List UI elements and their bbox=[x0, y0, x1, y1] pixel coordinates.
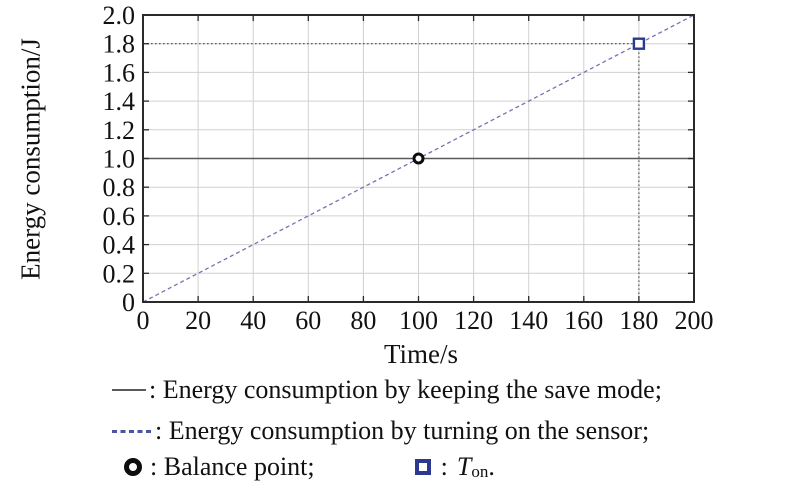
y-tick-label: 0.8 bbox=[103, 173, 136, 202]
x-tick-label: 80 bbox=[350, 306, 376, 335]
y-tick-label: 1.0 bbox=[103, 145, 136, 174]
x-axis-title: Time/s bbox=[383, 339, 459, 369]
x-tick-label: 160 bbox=[564, 306, 603, 335]
ton-point-marker bbox=[632, 37, 646, 50]
y-tick-label: 0 bbox=[122, 288, 135, 317]
y-tick-label: 1.2 bbox=[103, 116, 136, 145]
x-tick-label: 180 bbox=[619, 306, 658, 335]
plot-border bbox=[142, 14, 695, 303]
legend-label-sensor: : Energy consumption by turning on the s… bbox=[155, 416, 650, 445]
y-tick-label: 2.0 bbox=[103, 1, 136, 30]
x-tick-label: 200 bbox=[675, 306, 714, 335]
x-tick-label: 20 bbox=[185, 306, 211, 335]
legend-row-markers: : Balance point; : T on . bbox=[124, 452, 495, 482]
plot-area: 00.20.40.60.81.01.21.41.61.82.0 0 20 40 60 80… bbox=[103, 1, 714, 335]
y-tick-label: 0.2 bbox=[103, 259, 136, 288]
legend-row-sensor: : Energy consumption by turning on the s… bbox=[112, 416, 649, 446]
y-axis-title: Energy consumption/J bbox=[15, 38, 46, 280]
solid-line-swatch bbox=[112, 389, 146, 391]
y-tick-label: 1.8 bbox=[103, 30, 136, 59]
x-tick-label: 60 bbox=[295, 306, 321, 335]
x-tick-label: 100 bbox=[399, 306, 438, 335]
legend-label-balance-point: : Balance point; bbox=[150, 452, 315, 481]
ton-marker-icon bbox=[414, 459, 431, 475]
legend-ton-symbol: T bbox=[456, 452, 472, 481]
x-tick-label: 40 bbox=[240, 306, 266, 335]
legend-ton-subscript: on bbox=[471, 462, 489, 481]
legend-ton-colon: : bbox=[440, 452, 448, 481]
x-tick-label: 0 bbox=[137, 306, 150, 335]
dashed-line-swatch bbox=[112, 429, 153, 433]
x-tick-label: 120 bbox=[454, 306, 493, 335]
y-tick-label: 1.4 bbox=[103, 87, 136, 116]
y-tick-label: 0.6 bbox=[103, 202, 136, 231]
y-tick-label: 0.4 bbox=[103, 231, 136, 260]
legend-row-save-mode: : Energy consumption by keeping the save… bbox=[112, 375, 662, 405]
y-tick-label: 1.6 bbox=[103, 58, 136, 87]
x-tick-label: 140 bbox=[509, 306, 548, 335]
legend-label-save-mode: : Energy consumption by keeping the save… bbox=[149, 375, 662, 404]
balance-point-marker-icon bbox=[124, 458, 142, 476]
legend-ton-period: . bbox=[488, 452, 495, 481]
balance-point-marker bbox=[412, 152, 425, 165]
